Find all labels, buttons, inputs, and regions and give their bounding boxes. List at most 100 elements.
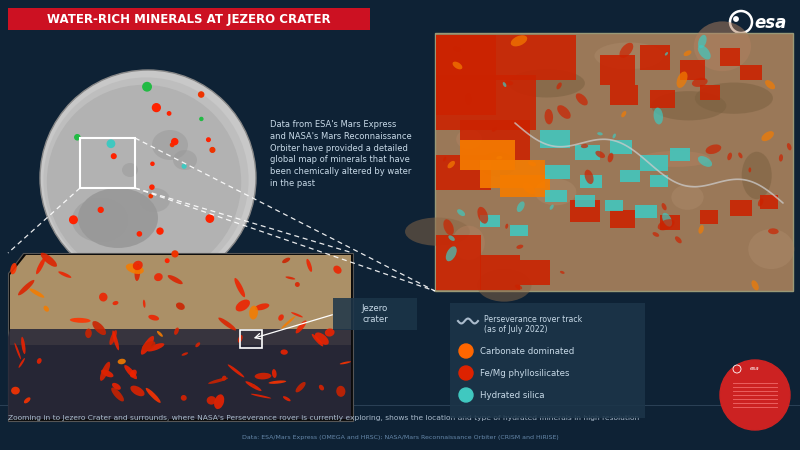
Ellipse shape	[453, 62, 462, 69]
Ellipse shape	[560, 271, 565, 274]
Ellipse shape	[130, 369, 137, 378]
Ellipse shape	[306, 259, 312, 272]
Ellipse shape	[496, 156, 502, 159]
Ellipse shape	[78, 188, 158, 248]
Ellipse shape	[684, 50, 691, 56]
Bar	[436, 155, 491, 190]
Text: Hydrated silica: Hydrated silica	[480, 391, 545, 400]
Bar	[460, 120, 530, 160]
Ellipse shape	[124, 365, 137, 379]
Ellipse shape	[738, 153, 742, 158]
Bar	[580, 175, 602, 188]
Ellipse shape	[92, 321, 106, 335]
Ellipse shape	[58, 271, 71, 278]
Ellipse shape	[10, 263, 17, 274]
Ellipse shape	[181, 395, 186, 401]
Ellipse shape	[405, 217, 470, 246]
Ellipse shape	[325, 328, 334, 337]
Ellipse shape	[118, 359, 126, 365]
Ellipse shape	[448, 235, 455, 241]
Ellipse shape	[85, 328, 92, 338]
Bar	[520, 260, 550, 285]
Circle shape	[720, 360, 790, 430]
Ellipse shape	[502, 82, 506, 87]
Bar	[620, 170, 640, 182]
Ellipse shape	[671, 184, 704, 210]
Ellipse shape	[214, 394, 224, 409]
Ellipse shape	[742, 152, 772, 199]
Polygon shape	[8, 328, 351, 419]
Circle shape	[157, 228, 163, 234]
Circle shape	[172, 251, 178, 257]
Bar	[460, 140, 515, 170]
Ellipse shape	[727, 153, 732, 160]
Ellipse shape	[182, 352, 188, 356]
Circle shape	[206, 215, 214, 222]
Ellipse shape	[515, 284, 522, 289]
Ellipse shape	[133, 261, 142, 270]
Text: Fe/Mg phyllosilicates: Fe/Mg phyllosilicates	[480, 369, 570, 378]
Ellipse shape	[319, 385, 324, 391]
Ellipse shape	[112, 330, 119, 350]
Text: Data from ESA's Mars Express
and NASA's Mars Reconnaissance
Orbiter have provide: Data from ESA's Mars Express and NASA's …	[270, 120, 412, 188]
Circle shape	[182, 164, 186, 168]
Circle shape	[151, 162, 154, 165]
Circle shape	[70, 216, 78, 224]
Bar	[436, 35, 576, 80]
Ellipse shape	[692, 78, 708, 87]
Ellipse shape	[522, 183, 535, 194]
Bar	[700, 210, 718, 224]
Ellipse shape	[443, 157, 446, 162]
Ellipse shape	[749, 167, 751, 172]
Ellipse shape	[528, 161, 536, 166]
Circle shape	[107, 140, 114, 148]
Ellipse shape	[340, 361, 351, 364]
Ellipse shape	[779, 154, 783, 162]
Bar	[610, 85, 638, 105]
Ellipse shape	[72, 198, 128, 242]
Ellipse shape	[653, 232, 659, 237]
Ellipse shape	[677, 72, 687, 88]
Circle shape	[198, 92, 204, 97]
Ellipse shape	[126, 263, 144, 274]
Ellipse shape	[141, 336, 154, 355]
Bar	[480, 160, 545, 188]
Bar	[436, 35, 496, 115]
Ellipse shape	[246, 381, 262, 391]
Ellipse shape	[236, 300, 250, 311]
Ellipse shape	[768, 228, 778, 234]
Ellipse shape	[281, 350, 288, 355]
Ellipse shape	[312, 334, 323, 346]
Ellipse shape	[143, 300, 146, 308]
Circle shape	[74, 135, 80, 140]
Ellipse shape	[557, 105, 570, 119]
Ellipse shape	[234, 278, 245, 297]
Bar	[436, 235, 481, 290]
Text: esa: esa	[750, 366, 760, 371]
Circle shape	[459, 366, 473, 380]
Circle shape	[143, 82, 151, 91]
Ellipse shape	[557, 82, 562, 90]
Ellipse shape	[99, 292, 107, 302]
Ellipse shape	[30, 288, 44, 298]
Ellipse shape	[152, 130, 188, 160]
Bar	[80, 138, 135, 188]
Bar	[760, 195, 778, 209]
Bar	[545, 190, 567, 202]
Bar	[575, 195, 595, 207]
Ellipse shape	[478, 207, 488, 224]
Ellipse shape	[509, 69, 585, 98]
Bar	[435, 33, 793, 291]
Ellipse shape	[110, 330, 117, 345]
Ellipse shape	[269, 380, 286, 384]
Ellipse shape	[21, 337, 26, 354]
Circle shape	[172, 139, 178, 144]
Ellipse shape	[176, 302, 185, 310]
Ellipse shape	[758, 198, 763, 207]
Ellipse shape	[517, 202, 525, 212]
Bar	[720, 48, 740, 66]
Circle shape	[166, 259, 169, 262]
Ellipse shape	[195, 342, 200, 347]
Circle shape	[459, 388, 473, 402]
Ellipse shape	[174, 328, 179, 335]
